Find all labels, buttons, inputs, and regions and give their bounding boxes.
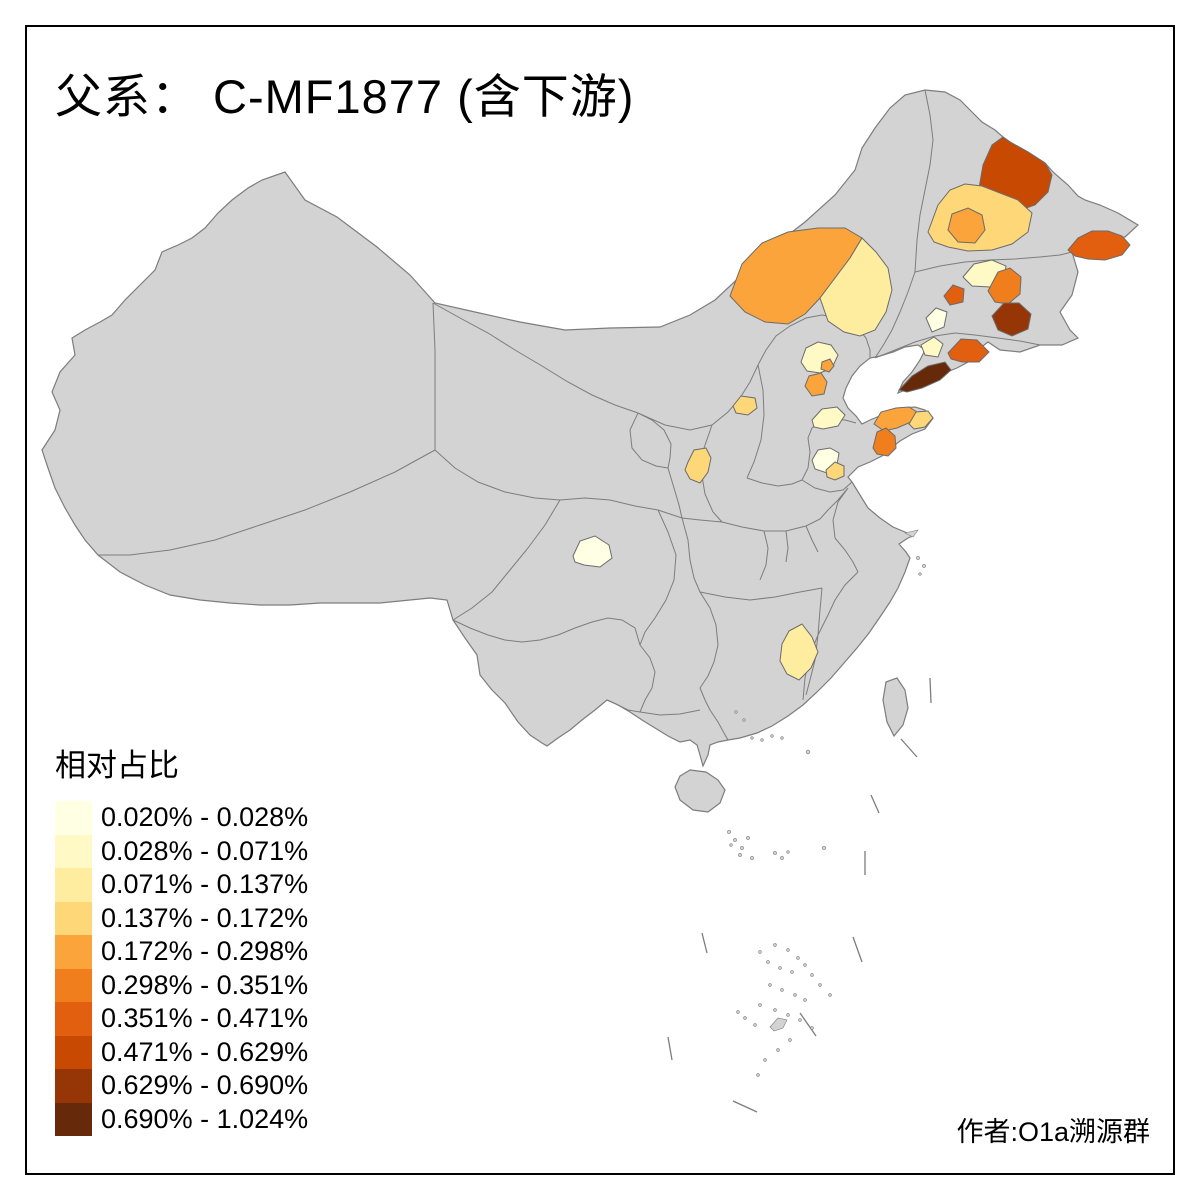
region-inner-mongolia-southeast xyxy=(819,237,893,337)
legend-title: 相对占比 xyxy=(55,748,179,783)
sea-boundary-dashes xyxy=(667,677,932,1113)
legend-swatch xyxy=(55,868,92,902)
region-jilin-southwest xyxy=(943,284,965,306)
legend-row: 0.028% - 0.071% xyxy=(55,834,309,868)
region-hunan-south xyxy=(779,623,819,681)
region-liaoning-central xyxy=(920,336,944,358)
region-shandong-weihai xyxy=(908,410,934,430)
legend-swatch xyxy=(55,968,92,1002)
plot-border xyxy=(25,25,1175,1175)
legend-label: 0.351% - 0.471% xyxy=(101,1003,309,1033)
colored-regions xyxy=(572,136,1131,681)
legend-label: 0.298% - 0.351% xyxy=(101,969,309,1000)
legend-row: 0.629% - 0.690% xyxy=(55,1069,308,1103)
region-jilin-southeast xyxy=(991,302,1032,337)
legend-swatch xyxy=(55,834,92,868)
legend-row: 0.351% - 0.471% xyxy=(55,1002,308,1036)
legend-swatch xyxy=(55,801,92,835)
region-heilongjiang-east xyxy=(1067,230,1131,261)
page-title: 父系： C-MF1877 (含下游) xyxy=(55,70,635,123)
legend-label: 0.020% - 0.028% xyxy=(101,802,309,832)
legend-row: 0.690% - 1.024% xyxy=(55,1102,309,1136)
legend-row: 0.020% - 0.028% xyxy=(55,801,308,835)
legend-row: 0.298% - 0.351% xyxy=(55,968,309,1002)
region-liaoning-southeast xyxy=(947,338,990,363)
legend-swatch xyxy=(55,1102,92,1136)
region-liaoning-west xyxy=(925,307,948,333)
region-sichuan-chengdu xyxy=(572,535,613,568)
legend-label: 0.690% - 1.024% xyxy=(101,1103,309,1134)
legend-row: 0.172% - 0.298% xyxy=(55,935,308,969)
legend-label: 0.629% - 0.690% xyxy=(101,1070,309,1100)
chongming-islet xyxy=(904,529,919,538)
legend-swatch xyxy=(55,1069,92,1103)
region-shanxi-central xyxy=(732,395,758,416)
legend-row: 0.471% - 0.629% xyxy=(55,1035,309,1069)
legend-row: 0.071% - 0.137% xyxy=(55,868,308,902)
region-shandong-qingdao xyxy=(872,427,897,457)
legend-label: 0.137% - 0.172% xyxy=(101,902,309,933)
hainan-island xyxy=(674,769,726,813)
region-langfang-exclave xyxy=(820,358,835,373)
legend-swatch xyxy=(55,935,92,969)
region-heilongjiang-central xyxy=(947,207,986,244)
legend-label: 0.028% - 0.071% xyxy=(101,835,309,866)
region-tianjin xyxy=(804,372,828,397)
legend-swatch xyxy=(55,1035,92,1069)
region-shaanxi-north xyxy=(684,447,712,484)
legend-swatch xyxy=(55,1002,92,1036)
legend: 相对占比 0.020% - 0.028% 0.028% - 0.071% 0.0… xyxy=(55,740,308,1136)
region-shandong-northwest xyxy=(811,406,846,430)
legend-row: 0.137% - 0.172% xyxy=(55,901,309,935)
reef-islet xyxy=(769,1017,788,1032)
legend-label: 0.471% - 0.629% xyxy=(101,1036,309,1067)
small-islands xyxy=(727,556,926,1077)
legend-label: 0.071% - 0.137% xyxy=(101,869,309,899)
attribution: 作者:O1a溯源群 xyxy=(956,1117,1150,1147)
taiwan-island xyxy=(882,677,909,738)
legend-swatch xyxy=(55,901,92,935)
region-liaodong-peninsula xyxy=(898,361,952,393)
region-jilin-central xyxy=(987,267,1022,305)
region-shandong-south xyxy=(825,461,845,481)
legend-label: 0.172% - 0.298% xyxy=(101,936,309,966)
